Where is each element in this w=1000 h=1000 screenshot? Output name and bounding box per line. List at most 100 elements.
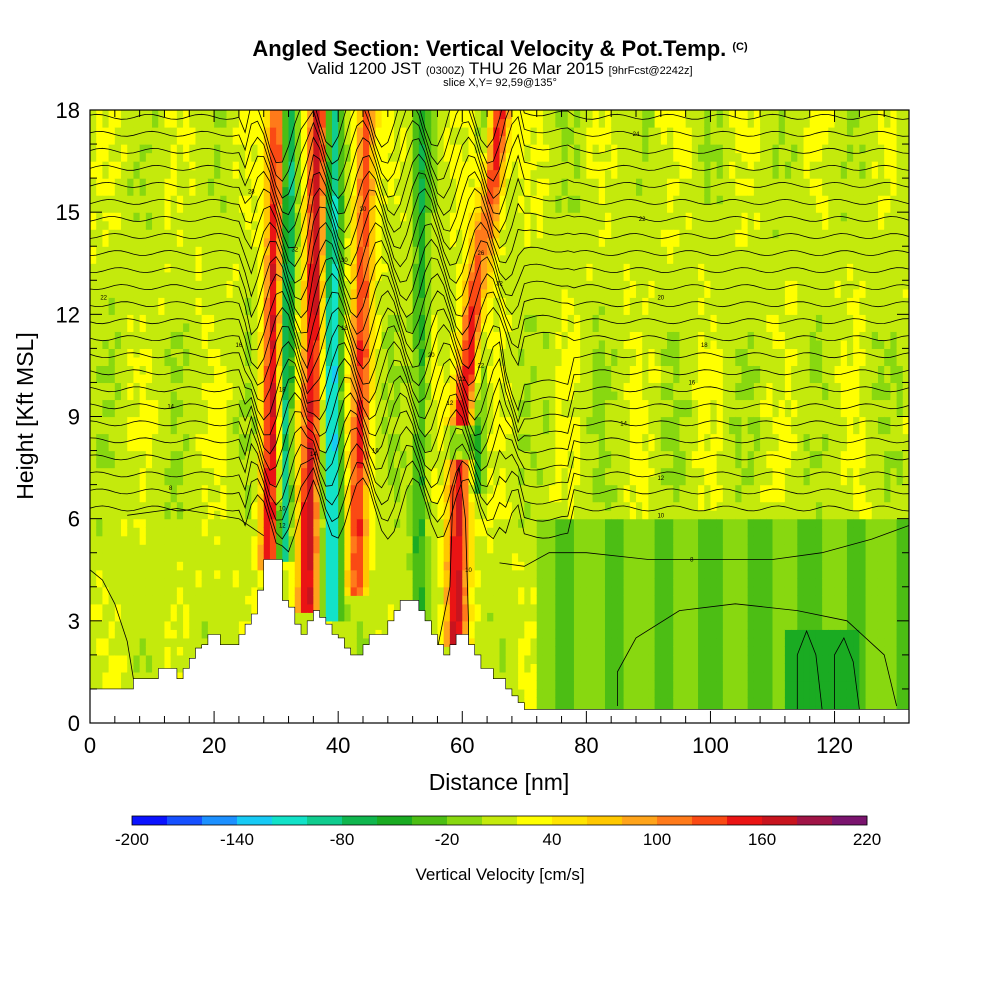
- heatmap-cell: [431, 552, 439, 562]
- heatmap-cell: [189, 322, 197, 332]
- heatmap-cell: [307, 271, 314, 281]
- heatmap-cell: [164, 459, 172, 469]
- heatmap-cell: [288, 425, 296, 435]
- heatmap-cell: [487, 356, 494, 367]
- heatmap-cell: [90, 373, 97, 384]
- heatmap-cell: [226, 288, 234, 298]
- heatmap-cell: [127, 544, 135, 554]
- heatmap-cell: [449, 450, 457, 460]
- heatmap-cell: [499, 493, 507, 503]
- heatmap-cell: [449, 603, 457, 613]
- heatmap-cell: [269, 331, 277, 341]
- heatmap-cell: [269, 152, 277, 162]
- heatmap-cell: [288, 127, 296, 137]
- heatmap-cell: [158, 135, 166, 145]
- heatmap-cell: [518, 646, 525, 656]
- heatmap-cell: [319, 365, 327, 375]
- heatmap-cell: [232, 339, 240, 349]
- heatmap-cell: [108, 493, 116, 503]
- heatmap-cell: [96, 152, 103, 162]
- heatmap-cell: [245, 365, 252, 375]
- heatmap-cell: [214, 442, 221, 452]
- heatmap-cell: [189, 442, 197, 452]
- heatmap-cell: [183, 297, 190, 307]
- heatmap-cell: [152, 612, 159, 622]
- heatmap-cell: [90, 510, 97, 520]
- heatmap-cell: [114, 654, 122, 664]
- heatmap-cell: [195, 195, 203, 205]
- heatmap-cell: [505, 544, 513, 554]
- heatmap-cell: [238, 169, 246, 179]
- heatmap-cell: [102, 484, 110, 494]
- heatmap-cell: [170, 493, 178, 503]
- heatmap-cell: [369, 407, 376, 418]
- heatmap-cell: [493, 646, 501, 656]
- heatmap-cell: [499, 365, 507, 375]
- heatmap-cell: [350, 399, 358, 409]
- heatmap-cell: [468, 535, 476, 545]
- heatmap-cell: [499, 203, 507, 213]
- heatmap-cell: [431, 433, 439, 443]
- heatmap-cell: [170, 220, 178, 230]
- heatmap-cell: [468, 305, 476, 315]
- heatmap-cell: [474, 637, 482, 647]
- heatmap-cell: [195, 501, 203, 511]
- heatmap-cell: [400, 263, 408, 273]
- heatmap-cell: [356, 569, 364, 579]
- heatmap-cell: [313, 118, 321, 128]
- heatmap-cell: [276, 322, 283, 332]
- heatmap-cell: [189, 161, 197, 171]
- heatmap-cell: [462, 510, 470, 520]
- heatmap-cell: [102, 527, 110, 537]
- heatmap-cell: [220, 203, 228, 213]
- heatmap-cell: [462, 152, 470, 162]
- heatmap-cell: [220, 561, 228, 571]
- heatmap-cell: [487, 561, 494, 571]
- heatmap-cell: [288, 212, 296, 222]
- heatmap-cell: [325, 510, 333, 520]
- heatmap-cell: [511, 527, 519, 537]
- heatmap-cell: [511, 331, 519, 341]
- heatmap-cell: [468, 246, 476, 256]
- heatmap-cell: [487, 459, 494, 469]
- heatmap-cell: [499, 561, 507, 571]
- heatmap-cell: [493, 356, 501, 367]
- heatmap-cell: [412, 254, 420, 264]
- heatmap-cell: [300, 544, 308, 554]
- heatmap-cell: [139, 646, 147, 656]
- heatmap-cell: [499, 229, 507, 239]
- heatmap-cell: [170, 373, 178, 384]
- heatmap-cell: [269, 501, 277, 511]
- heatmap-cell: [412, 510, 420, 520]
- heatmap-cell: [176, 195, 184, 205]
- heatmap-cell: [164, 331, 172, 341]
- heatmap-cell: [145, 586, 153, 596]
- heatmap-cell: [288, 246, 296, 256]
- heatmap-cell: [325, 152, 333, 162]
- heatmap-cell: [468, 399, 476, 409]
- heatmap-cell: [443, 646, 451, 656]
- heatmap-cell: [431, 237, 439, 247]
- heatmap-cell: [511, 246, 519, 256]
- heatmap-cell: [102, 135, 110, 145]
- heatmap-cell: [176, 144, 184, 154]
- heatmap-cell: [245, 544, 252, 554]
- heatmap-cell: [499, 399, 507, 409]
- heatmap-cell: [294, 220, 302, 230]
- heatmap-cell: [437, 552, 445, 562]
- heatmap-cell: [238, 348, 246, 358]
- heatmap-cell: [412, 586, 420, 596]
- heatmap-cell: [511, 339, 519, 349]
- heatmap-cell: [207, 603, 215, 613]
- heatmap-cell: [387, 203, 395, 213]
- heatmap-cell: [431, 365, 439, 375]
- heatmap-cell: [90, 348, 97, 358]
- heatmap-cell: [276, 382, 283, 392]
- heatmap-cell: [245, 518, 252, 528]
- heatmap-cell: [493, 671, 501, 682]
- heatmap-cell: [499, 586, 507, 596]
- heatmap-cell: [133, 246, 141, 256]
- heatmap-cell: [102, 390, 110, 401]
- heatmap-cell: [245, 501, 252, 511]
- heatmap-cell: [269, 493, 277, 503]
